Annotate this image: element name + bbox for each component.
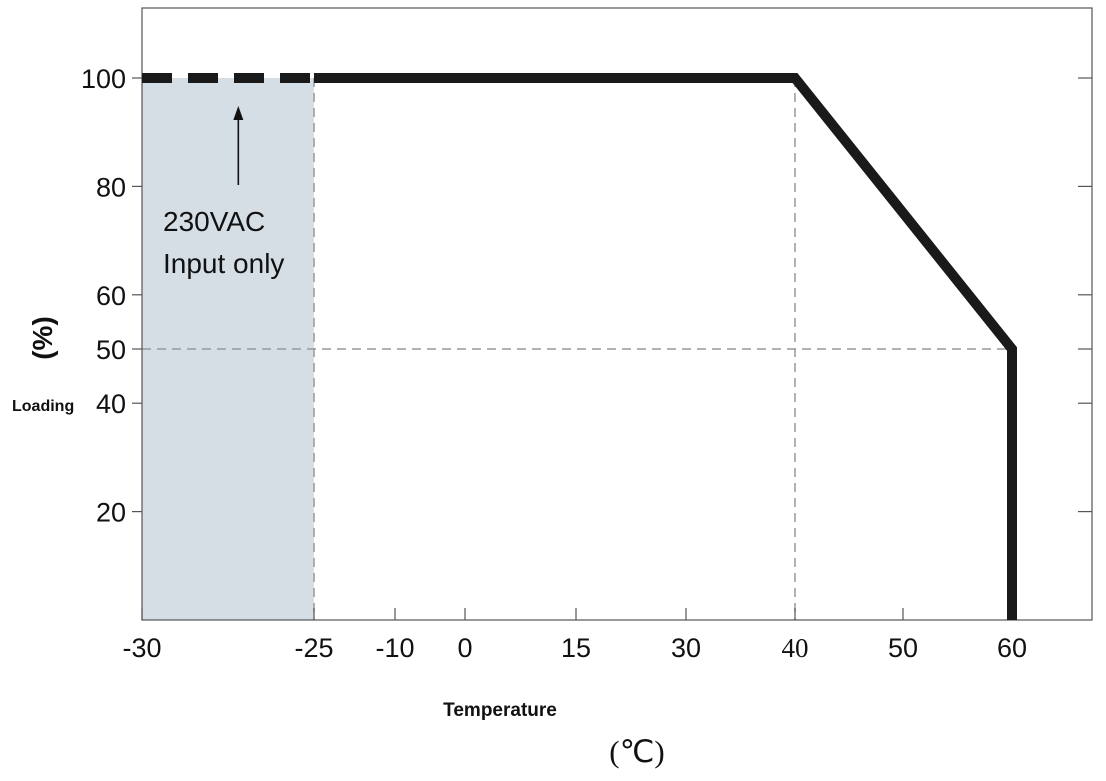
annotation-line-1: 230VAC: [163, 206, 265, 237]
x-axis-title: Temperature: [443, 700, 557, 721]
y-tick-label-3: 50: [96, 335, 126, 365]
annotation-line-2: Input only: [163, 248, 284, 279]
x-tick-label-5: 30: [671, 633, 701, 663]
y-axis-title: Loading: [12, 398, 74, 415]
y-tick-label-1: 80: [96, 172, 126, 202]
x-axis-ticks: -30 -25 -10 0 15 30 40 50 60: [122, 608, 1027, 663]
x-tick-label-8: 60: [997, 633, 1027, 663]
x-axis-unit: (℃): [609, 734, 664, 769]
x-tick-label-0: -30: [122, 633, 161, 663]
y-tick-label-2: 60: [96, 281, 126, 311]
plot-frame: [141, 7, 1093, 621]
series-solid-line: [314, 73, 1017, 620]
x-tick-label-4: 15: [561, 633, 591, 663]
x-tick-label-3: 0: [457, 633, 472, 663]
series-layer: [142, 73, 1017, 620]
y-tick-label-4: 40: [96, 389, 126, 419]
x-tick-label-1: -25: [294, 633, 333, 663]
y-tick-label-5: 20: [96, 498, 126, 528]
x-tick-label-2: -10: [375, 633, 414, 663]
y-tick-label-0: 100: [81, 64, 126, 94]
input-restriction-region: [142, 78, 314, 620]
arrow-up-icon: [233, 106, 244, 120]
x-tick-label-7: 50: [888, 633, 918, 663]
y-axis-ticks: 100 80 60 50 40 20: [81, 64, 1092, 528]
reference-lines: [142, 78, 1012, 620]
y-axis-unit: (%): [27, 316, 58, 360]
input-note-annotation: 230VAC Input only: [163, 106, 284, 279]
x-tick-label-6: 40: [782, 633, 809, 663]
